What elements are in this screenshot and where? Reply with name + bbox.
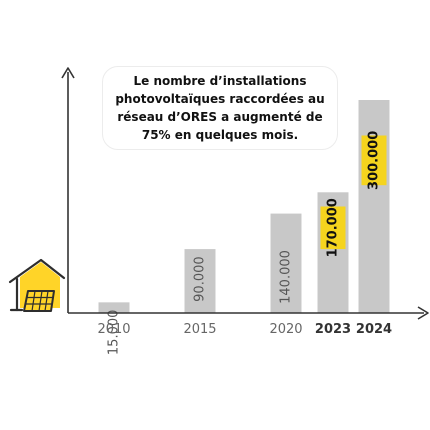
axes: [61, 67, 429, 320]
bars-layer: 15.000 90.000 140.000 170.000 300.000: [98, 100, 390, 356]
annotation-text: Le nombre d’installations photovoltaïque…: [115, 74, 325, 142]
bar-2015: [184, 249, 216, 313]
y-axis-arrow-icon: [61, 67, 75, 79]
x-tick-2015: 2015: [183, 322, 216, 337]
value-label-2020: 140.000: [279, 250, 294, 304]
bar-2010: [98, 302, 130, 313]
x-tick-2020: 2020: [269, 322, 302, 337]
value-label-2015: 90.000: [193, 256, 208, 302]
house-solar-panel-icon: [8, 258, 66, 312]
bar-2020: [270, 213, 302, 313]
value-label-2010: 15.000: [107, 310, 122, 356]
highlight-2024: [361, 135, 387, 186]
x-axis-arrow-icon: [417, 306, 429, 320]
highlight-2023: [320, 206, 346, 250]
annotation-callout: Le nombre d’installations photovoltaïque…: [102, 66, 338, 150]
value-label-2023: 170.000: [326, 198, 341, 257]
x-tick-labels: 2010 2015 2020 2023 2024: [97, 322, 392, 337]
x-tick-2024: 2024: [356, 322, 392, 337]
x-tick-2010: 2010: [97, 322, 130, 337]
value-label-2024: 300.000: [367, 131, 382, 190]
x-tick-2023: 2023: [315, 322, 351, 337]
